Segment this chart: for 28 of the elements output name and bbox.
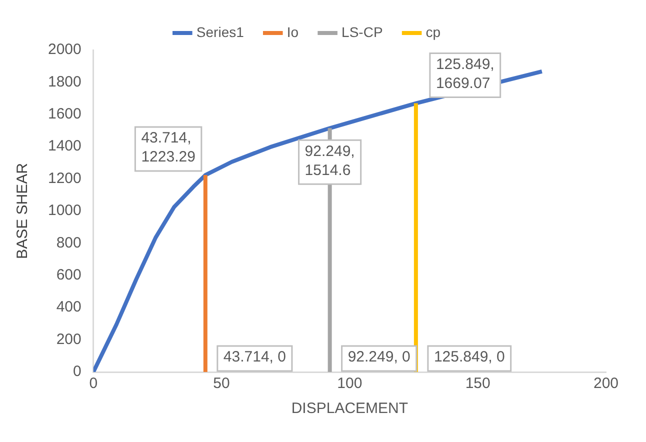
y-tick-label: 1800	[48, 73, 82, 90]
y-tick-label: 1200	[48, 170, 82, 187]
y-tick-label: 1600	[48, 106, 82, 123]
legend-label: LS-CP	[342, 24, 383, 40]
data-label: 43.714, 0	[223, 348, 286, 366]
y-tick-label: 400	[56, 298, 82, 316]
x-tick-label: 200	[593, 375, 619, 392]
y-tick-label: 1000	[48, 202, 82, 220]
data-label: 43.714, 1223.29	[141, 130, 196, 166]
data-label: 92.249, 0	[348, 348, 410, 366]
y-tick-label: 800	[56, 234, 82, 252]
legend-label: Series1	[196, 24, 244, 40]
y-tick-label: 2000	[48, 41, 82, 58]
x-tick-label: 50	[213, 375, 230, 392]
data-label: 125.849, 0	[434, 348, 505, 366]
legend-label: Io	[286, 24, 299, 40]
y-tick-label: 0	[73, 363, 82, 380]
x-tick-label: 150	[465, 375, 490, 392]
legend-label: cp	[426, 24, 441, 40]
x-tick-label: 100	[337, 375, 362, 392]
x-axis-title: DISPLACEMENT	[291, 400, 408, 418]
y-tick-label: 200	[56, 330, 82, 348]
y-axis-title: BASE SHEAR	[14, 162, 32, 259]
x-tick-label: 0	[89, 375, 98, 392]
data-label: 92.249, 1514.6	[304, 142, 355, 179]
y-tick-label: 1400	[48, 138, 82, 155]
data-label: 125.849, 1669.07	[436, 56, 494, 92]
y-tick-label: 600	[56, 266, 82, 284]
